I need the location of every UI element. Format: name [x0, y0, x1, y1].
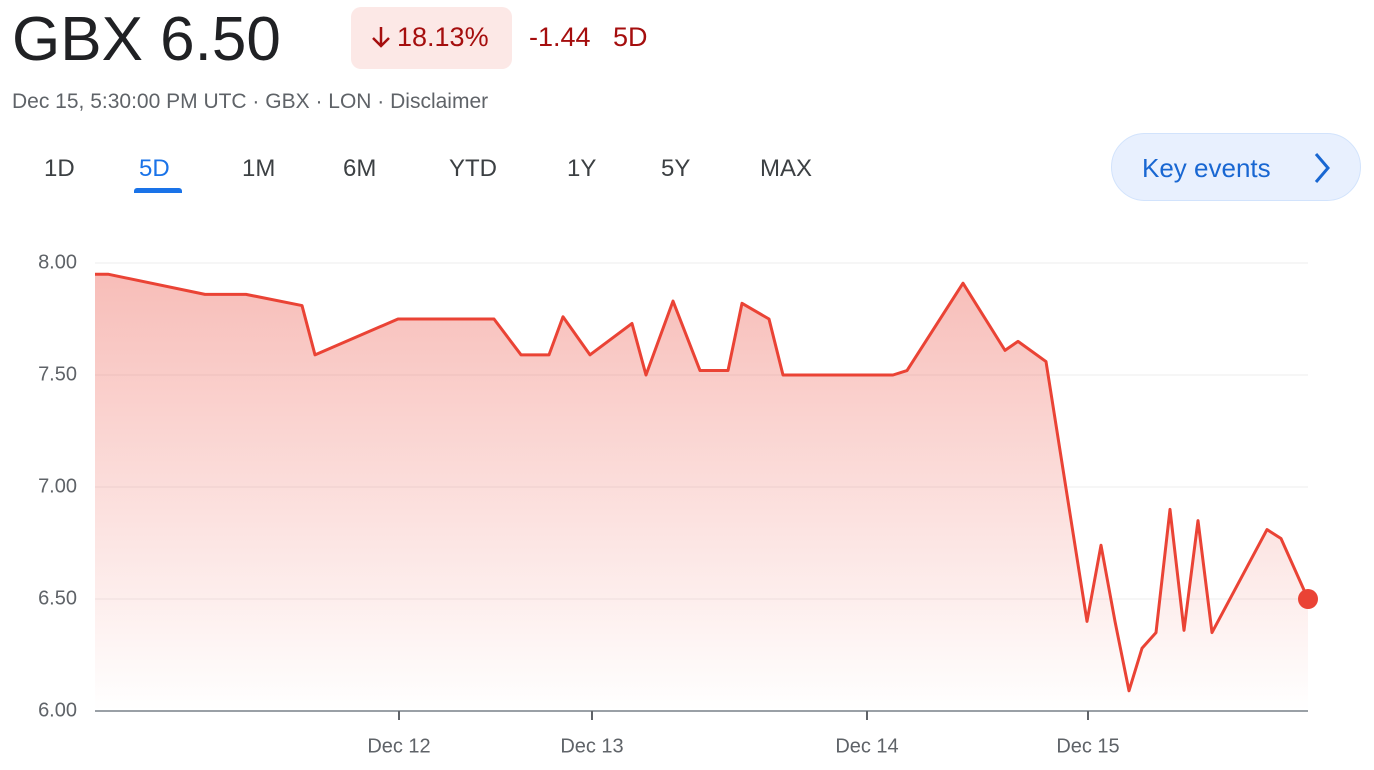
change-period: 5D	[613, 22, 648, 52]
area	[95, 274, 1308, 711]
price: GBX 6.50	[12, 5, 281, 74]
range-tab[interactable]: 6M	[343, 155, 377, 182]
key-events-button[interactable]	[1111, 133, 1361, 201]
range-tab[interactable]: 5D	[139, 155, 170, 182]
y-tick-label: 6.50	[38, 587, 77, 609]
last-point	[1298, 589, 1318, 609]
range-tab[interactable]: MAX	[760, 155, 813, 182]
x-tick-label: Dec 13	[560, 735, 623, 757]
range-tab[interactable]: 1D	[44, 155, 75, 182]
price-line	[95, 272, 1310, 693]
y-tick-label: 7.00	[38, 475, 77, 497]
range-tab[interactable]: YTD	[449, 155, 497, 182]
x-tick-label: Dec 12	[367, 735, 430, 757]
key-events-label[interactable]: Key events	[1142, 153, 1271, 183]
change-badge	[351, 7, 512, 69]
meta-info: Dec 15, 5:30:00 PM UTC · GBX · LON · Dis…	[12, 90, 489, 113]
chevron	[1314, 153, 1330, 183]
range-tab[interactable]: 1M	[242, 155, 276, 182]
x-tick-label: Dec 14	[835, 735, 898, 757]
active-tab-indicator	[134, 188, 182, 193]
change-absolute: -1.44	[529, 22, 591, 52]
change-percent: 18.13%	[397, 22, 489, 52]
y-tick-label: 7.50	[38, 363, 77, 385]
y-tick-label: 6.00	[38, 699, 77, 721]
range-tab[interactable]: 1Y	[567, 155, 597, 182]
down-arrow	[372, 27, 390, 48]
y-tick-label: 8.00	[38, 251, 77, 273]
x-tick-label: Dec 15	[1056, 735, 1119, 757]
range-tab[interactable]: 5Y	[661, 155, 691, 182]
